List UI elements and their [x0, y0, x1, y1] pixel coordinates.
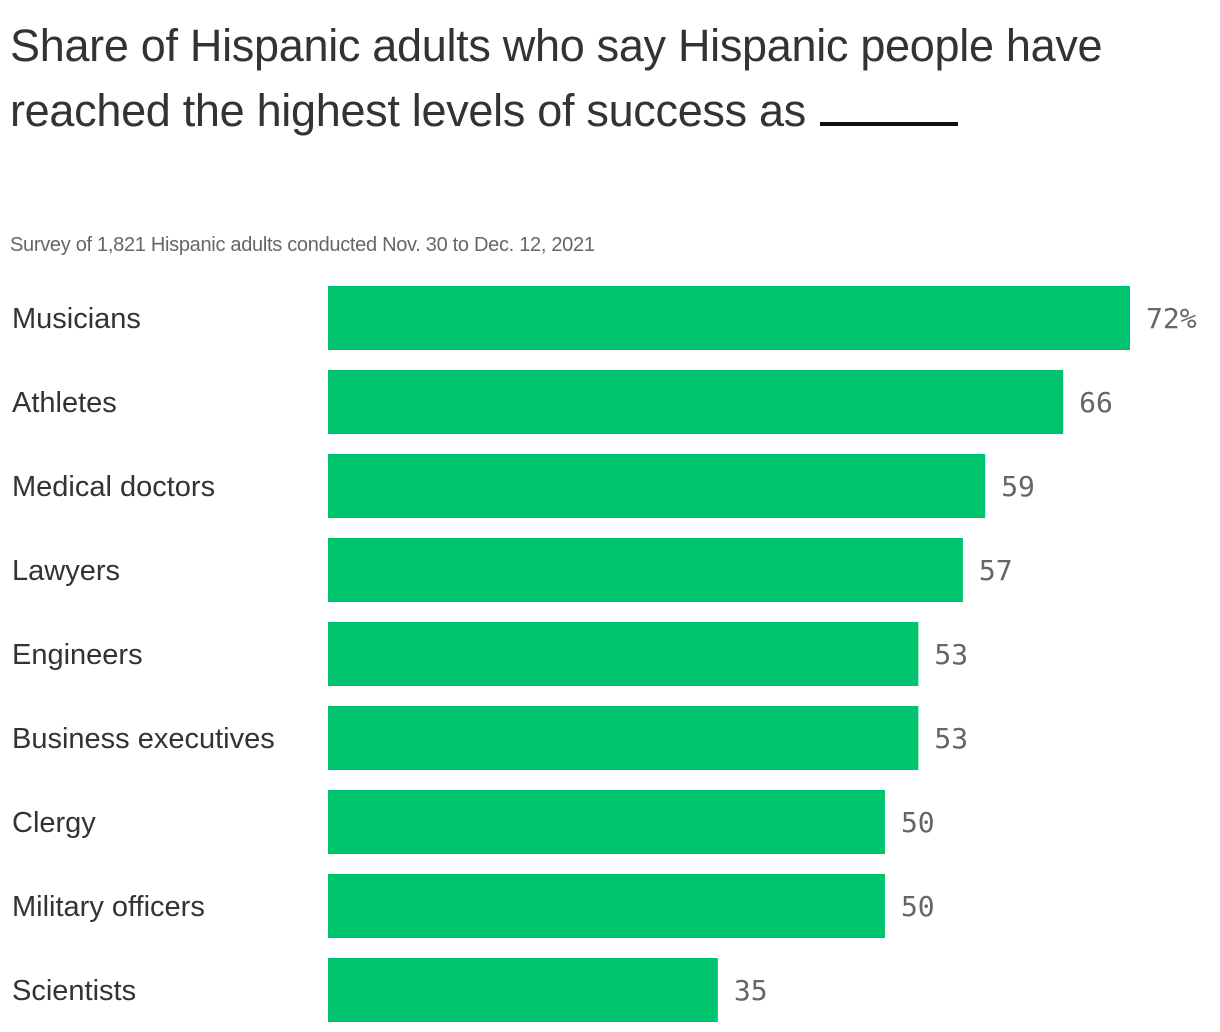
- value-label: 59: [1001, 470, 1035, 503]
- bar: [328, 286, 1130, 350]
- category-label: Musicians: [12, 303, 141, 335]
- value-label: 53: [934, 638, 968, 671]
- bar-group: Lawyers 57: [12, 538, 1013, 602]
- bar-group: Athletes 66: [12, 370, 1113, 434]
- value-label: 50: [901, 806, 935, 839]
- bar: [328, 454, 986, 518]
- category-label: Business executives: [12, 723, 275, 755]
- bar: [328, 874, 885, 938]
- bar: [328, 622, 919, 686]
- category-label: Athletes: [12, 387, 117, 419]
- bar: [328, 706, 919, 770]
- category-label: Medical doctors: [12, 471, 215, 503]
- bar-group: Medical doctors 59: [12, 454, 1035, 518]
- bar-group: Military officers 50: [12, 874, 935, 938]
- value-label: 66: [1079, 386, 1113, 419]
- bar: [328, 790, 885, 854]
- value-label: 53: [934, 722, 968, 755]
- value-label: 35: [734, 974, 768, 1007]
- bar-group: Engineers 53: [12, 622, 968, 686]
- bar: [328, 538, 963, 602]
- category-label: Lawyers: [12, 555, 120, 587]
- title-blank-line: [819, 78, 958, 126]
- value-label: 50: [901, 890, 935, 923]
- category-label: Engineers: [12, 639, 143, 671]
- value-label: 57: [979, 554, 1013, 587]
- bar-group: Clergy 50: [12, 790, 935, 854]
- bar-group: Business executives 53: [12, 706, 968, 770]
- chart-subtitle: Survey of 1,821 Hispanic adults conducte…: [10, 234, 595, 256]
- category-label: Scientists: [12, 975, 136, 1007]
- chart-title: Share of Hispanic adults who say Hispani…: [10, 14, 1210, 143]
- bar-group: Scientists 35: [12, 958, 768, 1022]
- value-label: 72%: [1146, 302, 1197, 335]
- bar: [328, 370, 1064, 434]
- category-label: Military officers: [12, 891, 205, 923]
- bar: [328, 958, 718, 1022]
- category-label: Clergy: [12, 807, 96, 839]
- chart-title-text: Share of Hispanic adults who say Hispani…: [10, 20, 1103, 136]
- bar-group: Musicians 72%: [12, 286, 1197, 350]
